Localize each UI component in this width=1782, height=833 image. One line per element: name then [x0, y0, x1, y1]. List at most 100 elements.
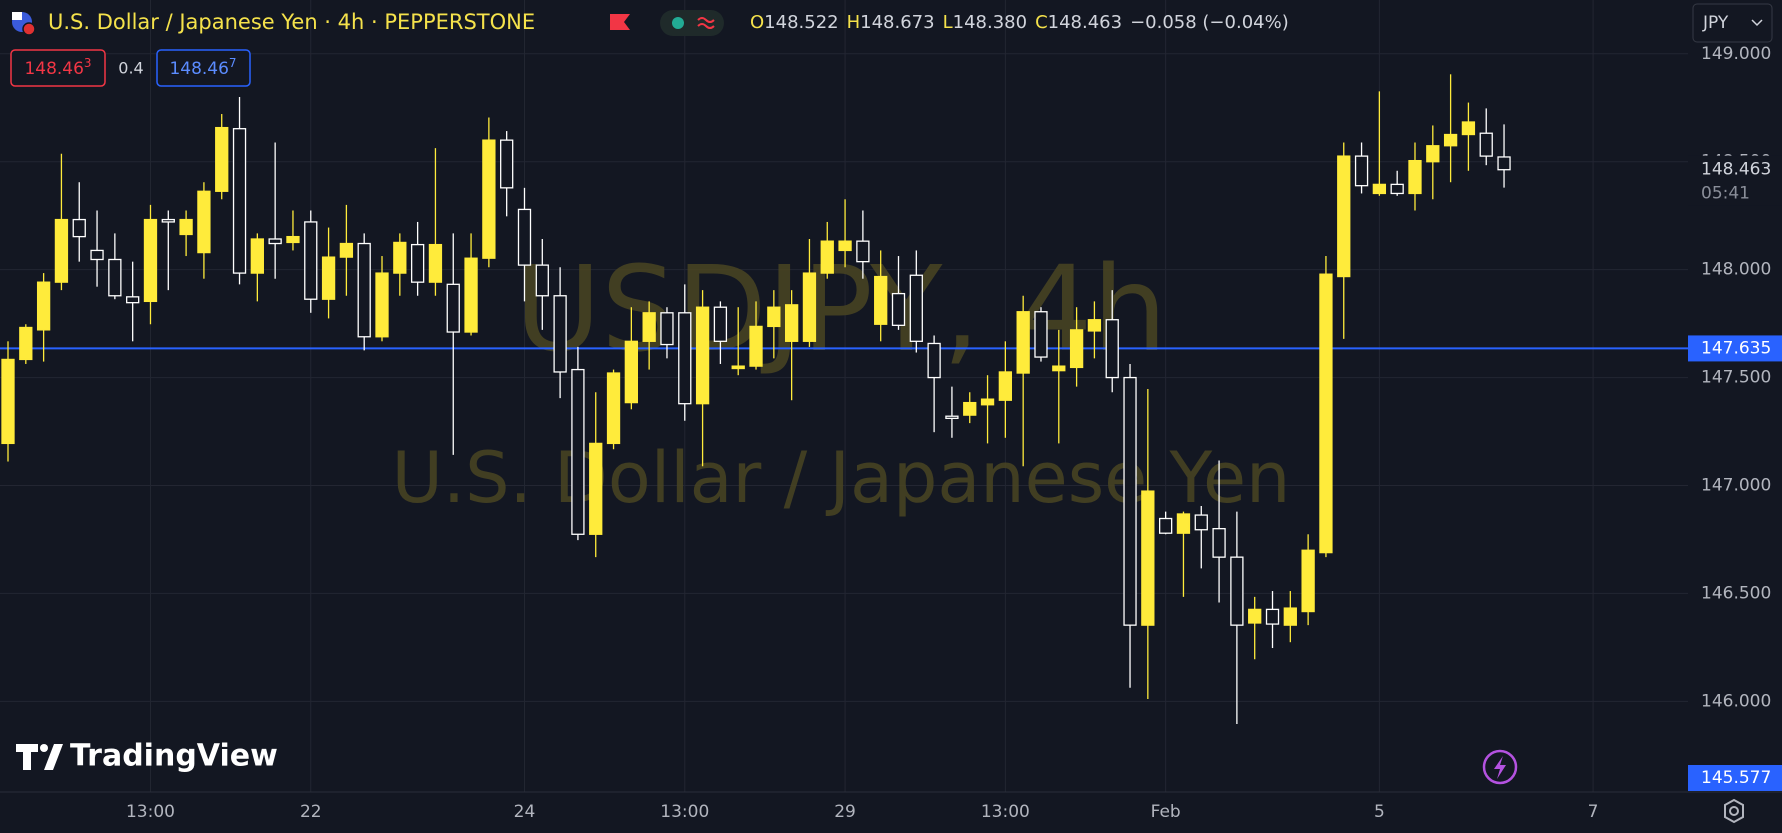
- candle-body: [428, 243, 443, 283]
- sell-price[interactable]: 148.463: [24, 56, 91, 80]
- candle-body: [1461, 121, 1476, 136]
- candle-body: [1069, 329, 1084, 369]
- quote-pip: 3: [84, 56, 92, 70]
- logo-mark: [40, 744, 48, 752]
- candle-body: [1, 358, 15, 445]
- lightning-icon: [1494, 756, 1506, 779]
- sell-button[interactable]: [10, 49, 106, 87]
- candle-body: [535, 264, 549, 297]
- price-line-label: 145.577: [1701, 768, 1771, 788]
- candle-body: [1265, 608, 1280, 625]
- axes: 146.000 146.500 147.000 147.500 148.000 148.5…: [0, 3, 1782, 822]
- candle-body: [1176, 513, 1191, 534]
- candle-body: [517, 208, 532, 266]
- ohlc-value: 148.673: [860, 12, 934, 33]
- buy-button[interactable]: [156, 49, 251, 87]
- y-tick-label: 146.000: [1701, 691, 1771, 711]
- candle-body: [321, 256, 336, 300]
- quote-price: 148.46: [169, 59, 228, 79]
- candle-body: [446, 283, 460, 333]
- candle-body: [1372, 183, 1387, 195]
- candle-body: [1230, 556, 1244, 626]
- settings-button[interactable]: [1724, 798, 1744, 824]
- watermark-name: U.S. Dollar / Japanese Yen: [392, 437, 1291, 519]
- candle-body: [500, 139, 514, 189]
- candle-body: [1390, 183, 1404, 195]
- currency[interactable]: JPY: [1702, 13, 1729, 33]
- candle-body: [1087, 319, 1102, 332]
- candle-body: [1248, 608, 1262, 624]
- y-tick-label: 147.500: [1701, 368, 1771, 388]
- candle-body: [215, 126, 229, 192]
- candle-body: [642, 312, 656, 342]
- candle-body: [927, 342, 941, 379]
- x-tick-label: 13:00: [981, 802, 1030, 822]
- candle-body: [1123, 376, 1137, 626]
- candle-body: [375, 272, 389, 338]
- candle-body: [1016, 311, 1030, 374]
- candle-body: [108, 258, 122, 297]
- candle-body: [874, 275, 888, 325]
- price-line-box: [1688, 335, 1782, 362]
- symbol-flag-icon: [22, 22, 36, 36]
- candle-body: [1443, 133, 1458, 147]
- ohlc-key: H: [847, 12, 861, 33]
- plot-area: [0, 74, 1688, 725]
- candle-body: [304, 221, 318, 300]
- candle-body: [1408, 159, 1422, 195]
- candle-body: [1034, 311, 1048, 358]
- candle-body: [820, 240, 834, 274]
- candle-body: [1479, 132, 1493, 157]
- candle-body: [1426, 145, 1440, 163]
- candle-body: [72, 218, 86, 238]
- candle-body: [856, 240, 870, 263]
- candle-body: [589, 442, 603, 535]
- candle-body: [250, 238, 264, 274]
- candle-body: [945, 415, 959, 420]
- settings-icon: [1729, 806, 1739, 816]
- ohlc-legend: O148.522 H148.673 L148.380 C148.463 −0.058 (…: [750, 12, 1289, 33]
- candle-body: [482, 139, 496, 259]
- lightning-button[interactable]: [1482, 749, 1518, 785]
- spread: 0.4: [118, 59, 143, 78]
- y-tick-label: 146.500: [1701, 583, 1771, 603]
- candle-body: [126, 296, 140, 304]
- currency-chevron: [1751, 19, 1763, 27]
- flag-button[interactable]: [610, 14, 630, 30]
- candle-body: [197, 190, 211, 254]
- candle-body: [695, 306, 710, 405]
- currency-button[interactable]: [1692, 3, 1773, 43]
- status-pill[interactable]: [660, 10, 724, 36]
- candle-body: [980, 398, 995, 406]
- buy-price[interactable]: 148.467: [169, 56, 236, 80]
- last-price-label: 148.463: [1701, 160, 1771, 180]
- header: U.S. Dollar / Japanese Yen · 4h · PEPPER…: [12, 10, 1289, 36]
- ohlc-value: 148.380: [953, 12, 1027, 33]
- candle-body: [802, 272, 817, 342]
- chart-title[interactable]: U.S. Dollar / Japanese Yen · 4h · PEPPER…: [48, 10, 535, 34]
- candle-body: [1354, 155, 1369, 187]
- watermark-symbol: USDJPY, 4h: [515, 240, 1167, 378]
- candle-body: [393, 241, 407, 274]
- ohlc-key: O: [750, 12, 764, 33]
- candle-body: [464, 257, 478, 333]
- x-tick-label: 13:00: [126, 802, 175, 822]
- x-tick-label: 29: [834, 802, 856, 822]
- candle-body: [1283, 607, 1297, 626]
- ohlc-change: −0.058 (−0.04%): [1130, 12, 1289, 33]
- candle-body: [19, 326, 33, 361]
- candle-body: [1105, 319, 1119, 379]
- candle-body: [660, 312, 674, 346]
- candle-body: [1497, 156, 1511, 171]
- candle-body: [339, 242, 354, 258]
- candle-body: [891, 292, 906, 326]
- candle-body: [1159, 517, 1173, 534]
- quote-price: 148.46: [24, 59, 83, 79]
- candle-body: [90, 249, 104, 261]
- candle-body: [268, 238, 282, 245]
- x-tick-label: 13:00: [660, 802, 709, 822]
- candle-body: [767, 306, 781, 328]
- y-tick-label: 149.000: [1701, 44, 1771, 64]
